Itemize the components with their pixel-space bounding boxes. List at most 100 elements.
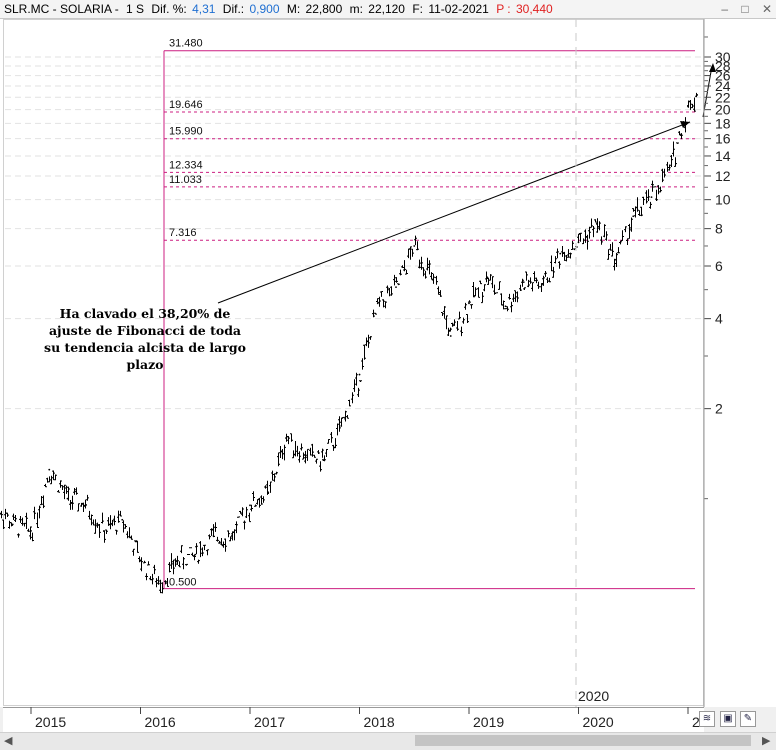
- x-tick-label: 2020: [583, 714, 614, 730]
- max-label: M:: [286, 2, 301, 16]
- chart-header: SLR.MC - SOLARIA - 1 S Dif. %: 4,31 Dif.…: [0, 0, 776, 19]
- price-point: [249, 504, 251, 507]
- x-tick-label: 2016: [145, 714, 176, 730]
- price-point: [267, 491, 270, 494]
- price-point: [358, 373, 361, 376]
- settings-icon[interactable]: ✎: [740, 711, 756, 727]
- price-bars: [0, 92, 699, 594]
- price-point: [121, 518, 124, 521]
- period-label: 1 S: [126, 2, 145, 16]
- price-point: [376, 302, 379, 305]
- rebound-arrow-head: [709, 63, 716, 72]
- price-point: [194, 553, 197, 556]
- price-point: [103, 530, 105, 532]
- y-tick-label: 12: [715, 168, 731, 184]
- price-point: [322, 458, 324, 461]
- price-point: [48, 468, 51, 471]
- y-tick-label: 30: [715, 49, 731, 65]
- annotation-text: Ha clavado el 38,20% de ajuste de Fibona…: [44, 306, 246, 372]
- dif-label: Dif.:: [222, 2, 245, 16]
- x-axis-ticks: 2015 2016 2017 2018 2019 2020 2: [30, 707, 700, 730]
- scroll-right-icon[interactable]: ▶: [762, 735, 771, 747]
- price-point: [668, 166, 671, 169]
- x-tick-label: 2015: [35, 714, 66, 730]
- minimize-icon[interactable]: –: [721, 2, 728, 16]
- price-point: [687, 105, 689, 108]
- x-tick-label: 2018: [364, 714, 395, 730]
- x-axis: [3, 707, 704, 733]
- min-value: 22,120: [368, 2, 405, 16]
- y-tick-label: 20: [715, 102, 731, 118]
- x-tick-label: 2: [692, 714, 700, 730]
- min-label: m:: [349, 2, 363, 16]
- price-point: [431, 278, 434, 281]
- cursor-date-label: 2020: [578, 688, 609, 704]
- price-point: [504, 305, 507, 308]
- price-point: [541, 283, 543, 286]
- annotation-arrow-head: [680, 121, 690, 128]
- y-tick-label: 16: [715, 131, 731, 147]
- dif-pct-value: 4,31: [192, 2, 216, 16]
- scrollbar-thumb[interactable]: [415, 735, 751, 746]
- scroll-left-icon[interactable]: ◀: [4, 735, 13, 747]
- price-point: [632, 215, 635, 218]
- y-tick-label: 8: [715, 221, 723, 237]
- price-point: [449, 335, 452, 337]
- fib-level-label: 12.334: [169, 159, 203, 171]
- symbol-title: SLR.MC - SOLARIA -: [4, 2, 119, 16]
- y-tick-label: 24: [715, 78, 731, 94]
- date-value: 11-02-2021: [428, 2, 489, 16]
- annotation-arrow-line: [217, 121, 691, 304]
- window-controls: – □ ✕: [711, 0, 772, 18]
- price-point: [212, 535, 215, 537]
- fib-level-label: 11.033: [169, 174, 202, 186]
- y-tick-label: 18: [715, 115, 731, 131]
- price-point: [395, 286, 397, 288]
- price-point: [340, 425, 343, 427]
- annotation-arrows: [217, 63, 716, 304]
- price-point: [577, 241, 580, 244]
- price-point: [84, 504, 87, 507]
- dif-pct-label: Dif. %:: [151, 2, 187, 16]
- price-point: [139, 559, 142, 562]
- y-tick-label: 14: [715, 148, 731, 164]
- price-bars-path: [0, 92, 698, 594]
- y-tick-label: 28: [715, 58, 731, 74]
- price-point: [650, 196, 653, 198]
- y-tick-label: 6: [715, 258, 723, 274]
- price-point: [696, 94, 699, 96]
- fibonacci-retracement: 31.480 19.646 15.990 12.334 11.033 7.316 0.500: [163, 38, 695, 590]
- y-tick-label: 4: [715, 311, 723, 327]
- maximize-icon[interactable]: □: [741, 2, 749, 16]
- price-point: [486, 276, 489, 279]
- price-point: [66, 497, 69, 500]
- fib-level-label: 19.646: [169, 99, 203, 111]
- y-tick-label: 22: [715, 89, 731, 105]
- grid: [5, 56, 703, 410]
- date-label: F:: [412, 2, 423, 16]
- save-icon[interactable]: ▣: [720, 711, 736, 727]
- fib-level-label: 7.316: [169, 227, 197, 239]
- price-point: [230, 535, 233, 537]
- price-point: [157, 582, 160, 585]
- price-point: [176, 559, 178, 562]
- chart-type-icon[interactable]: ≋: [699, 711, 715, 727]
- price-point: [522, 281, 525, 284]
- x-tick-label: 2019: [473, 714, 504, 730]
- price-point: [595, 222, 598, 225]
- price-value: 30,440: [516, 2, 553, 16]
- price-point: [468, 302, 470, 305]
- fib-level-label: 15.990: [169, 126, 203, 138]
- close-icon[interactable]: ✕: [761, 2, 772, 16]
- price-point: [614, 258, 616, 261]
- price-point: [11, 523, 14, 526]
- fib-level-label: 0.500: [169, 577, 197, 589]
- x-tick-label: 2017: [254, 714, 285, 730]
- max-value: 22,800: [305, 2, 343, 16]
- dif-value: 0,900: [249, 2, 280, 16]
- price-label: P :: [496, 2, 511, 16]
- y-tick-label: 10: [715, 192, 731, 208]
- y-tick-label: 2: [715, 401, 723, 417]
